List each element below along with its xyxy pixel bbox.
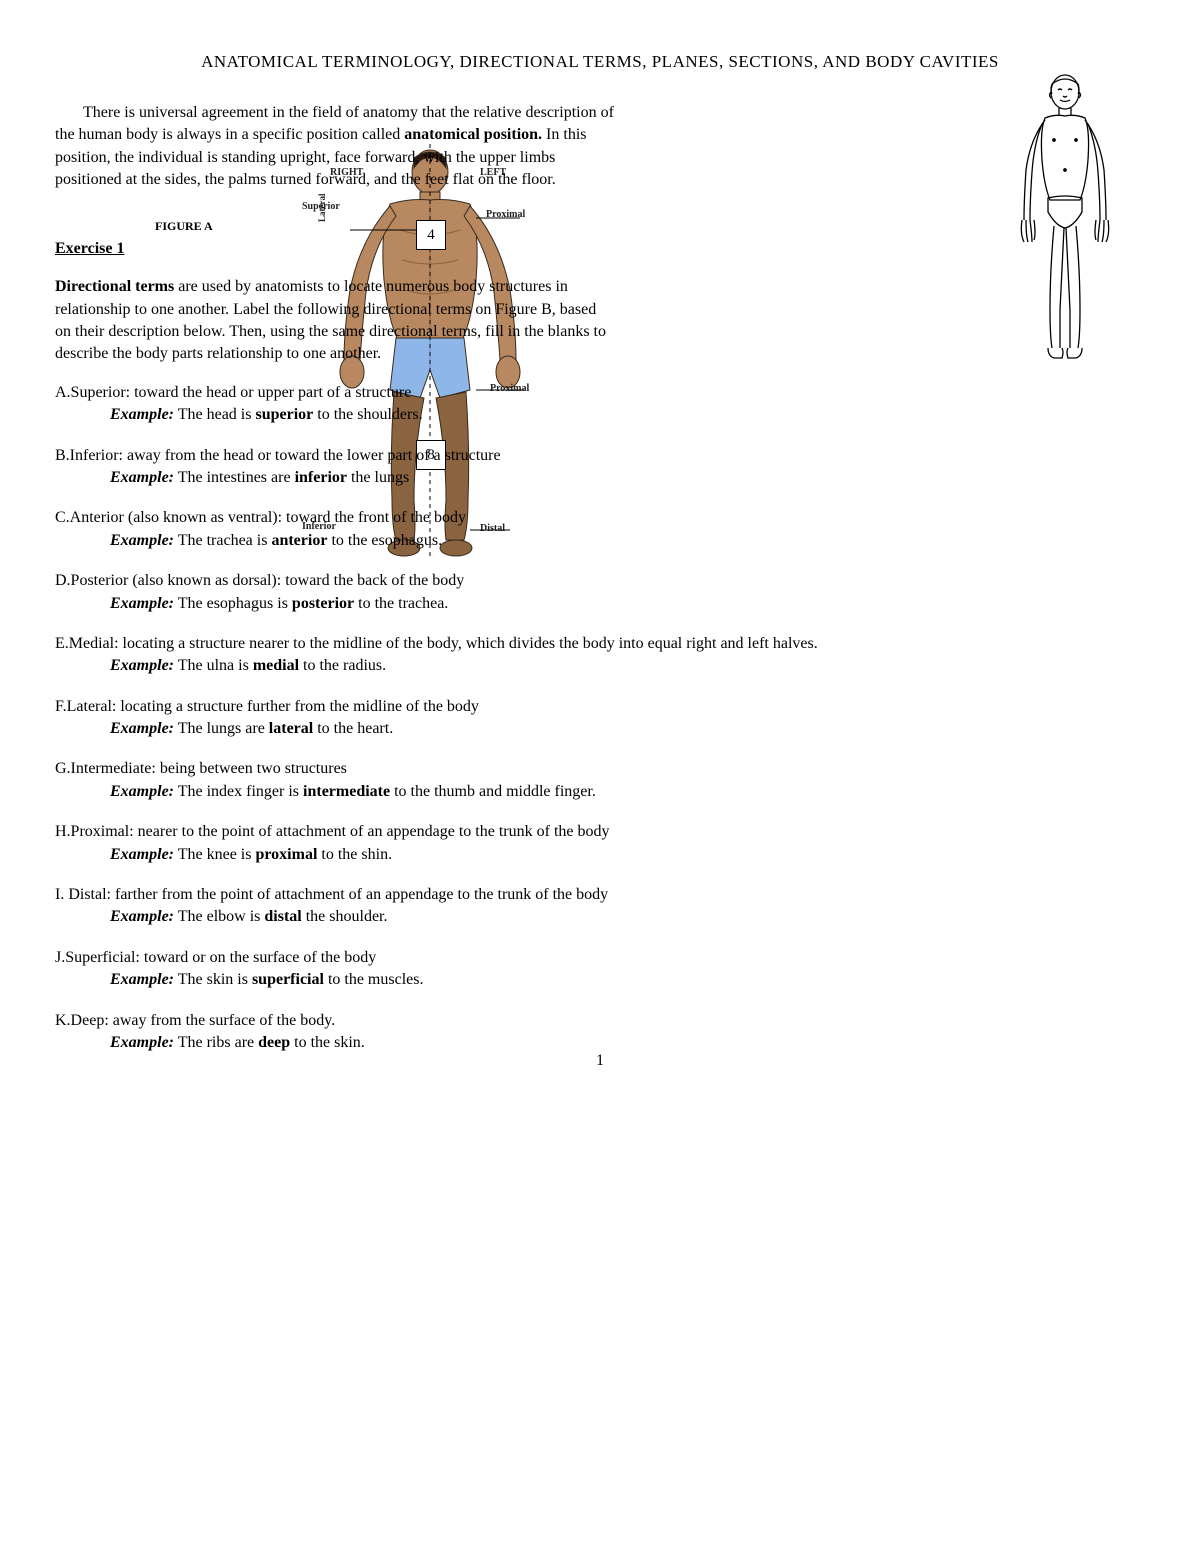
example-post: to the skin. xyxy=(290,1034,365,1051)
example-bold-term: distal xyxy=(264,908,301,925)
example-post: the lungs xyxy=(347,469,409,486)
term-item: C.Anterior (also known as ventral): towa… xyxy=(55,507,1145,552)
term-example: Example: The index finger is intermediat… xyxy=(110,781,1145,803)
term-example: Example: The ulna is medial to the radiu… xyxy=(110,655,1145,677)
intro-bold: anatomical position. xyxy=(404,126,542,143)
example-bold-term: medial xyxy=(253,657,299,674)
terms-list: A.Superior: toward the head or upper par… xyxy=(55,382,1145,1055)
example-post: to the esophagus. xyxy=(327,532,442,549)
example-pre: The esophagus is xyxy=(178,595,292,612)
example-post: to the thumb and middle finger. xyxy=(390,783,596,800)
example-post: to the shoulders. xyxy=(313,406,422,423)
example-post: the shoulder. xyxy=(302,908,388,925)
term-definition: A.Superior: toward the head or upper par… xyxy=(55,382,1145,404)
term-item: E.Medial: locating a structure nearer to… xyxy=(55,633,1145,678)
example-label: Example: xyxy=(110,469,174,486)
term-item: J.Superficial: toward or on the surface … xyxy=(55,947,1145,992)
term-definition: E.Medial: locating a structure nearer to… xyxy=(55,633,1145,655)
example-pre: The intestines are xyxy=(178,469,295,486)
example-bold-term: inferior xyxy=(295,469,347,486)
term-example: Example: The esophagus is posterior to t… xyxy=(110,593,1145,615)
term-example: Example: The head is superior to the sho… xyxy=(110,404,1145,426)
example-label: Example: xyxy=(110,1034,174,1051)
term-definition: D.Posterior (also known as dorsal): towa… xyxy=(55,570,1145,592)
term-item: I. Distal: farther from the point of att… xyxy=(55,884,1145,929)
exercise-1-heading: Exercise 1 xyxy=(55,238,1145,260)
term-item: A.Superior: toward the head or upper par… xyxy=(55,382,1145,427)
example-post: to the radius. xyxy=(299,657,386,674)
example-label: Example: xyxy=(110,657,174,674)
example-bold-term: deep xyxy=(258,1034,290,1051)
example-label: Example: xyxy=(110,908,174,925)
term-definition: F.Lateral: locating a structure further … xyxy=(55,696,1145,718)
example-bold-term: anterior xyxy=(271,532,327,549)
example-bold-term: proximal xyxy=(255,846,317,863)
page-title: ANATOMICAL TERMINOLOGY, DIRECTIONAL TERM… xyxy=(55,50,1145,74)
example-label: Example: xyxy=(110,720,174,737)
example-label: Example: xyxy=(110,783,174,800)
term-example: Example: The trachea is anterior to the … xyxy=(110,530,1145,552)
term-example: Example: The skin is superficial to the … xyxy=(110,969,1145,991)
example-pre: The ribs are xyxy=(178,1034,258,1051)
figure-a-caption: FIGURE A xyxy=(155,218,213,235)
term-definition: J.Superficial: toward or on the surface … xyxy=(55,947,1145,969)
example-pre: The lungs are xyxy=(178,720,269,737)
term-definition: C.Anterior (also known as ventral): towa… xyxy=(55,507,1145,529)
example-post: to the trachea. xyxy=(354,595,448,612)
term-example: Example: The intestines are inferior the… xyxy=(110,467,1145,489)
term-example: Example: The elbow is distal the shoulde… xyxy=(110,906,1145,928)
term-example: Example: The knee is proximal to the shi… xyxy=(110,844,1145,866)
term-definition: H.Proximal: nearer to the point of attac… xyxy=(55,821,1145,843)
term-item: K.Deep: away from the surface of the bod… xyxy=(55,1010,1145,1055)
term-definition: B.Inferior: away from the head or toward… xyxy=(55,445,1145,467)
example-bold-term: superficial xyxy=(252,971,324,988)
term-item: B.Inferior: away from the head or toward… xyxy=(55,445,1145,490)
example-post: to the heart. xyxy=(313,720,393,737)
example-bold-term: posterior xyxy=(292,595,354,612)
intro-paragraph: There is universal agreement in the fiel… xyxy=(55,102,615,192)
example-pre: The ulna is xyxy=(178,657,253,674)
example-label: Example: xyxy=(110,971,174,988)
term-item: G.Intermediate: being between two struct… xyxy=(55,758,1145,803)
example-bold-term: lateral xyxy=(269,720,313,737)
term-item: D.Posterior (also known as dorsal): towa… xyxy=(55,570,1145,615)
example-pre: The knee is xyxy=(178,846,256,863)
example-pre: The skin is xyxy=(178,971,252,988)
example-bold-term: superior xyxy=(255,406,313,423)
example-label: Example: xyxy=(110,532,174,549)
term-definition: K.Deep: away from the surface of the bod… xyxy=(55,1010,1145,1032)
example-label: Example: xyxy=(110,846,174,863)
term-example: Example: The lungs are lateral to the he… xyxy=(110,718,1145,740)
term-item: H.Proximal: nearer to the point of attac… xyxy=(55,821,1145,866)
example-pre: The trachea is xyxy=(178,532,272,549)
example-pre: The head is xyxy=(178,406,256,423)
example-pre: The index finger is xyxy=(178,783,303,800)
directional-bold: Directional terms xyxy=(55,278,174,295)
example-pre: The elbow is xyxy=(178,908,265,925)
example-post: to the muscles. xyxy=(324,971,424,988)
term-item: F.Lateral: locating a structure further … xyxy=(55,696,1145,741)
page-number: 1 xyxy=(0,1050,1200,1072)
example-bold-term: intermediate xyxy=(303,783,390,800)
example-label: Example: xyxy=(110,406,174,423)
term-definition: G.Intermediate: being between two struct… xyxy=(55,758,1145,780)
example-label: Example: xyxy=(110,595,174,612)
directional-terms-paragraph: Directional terms are used by anatomists… xyxy=(55,276,615,366)
term-definition: I. Distal: farther from the point of att… xyxy=(55,884,1145,906)
example-post: to the shin. xyxy=(317,846,392,863)
